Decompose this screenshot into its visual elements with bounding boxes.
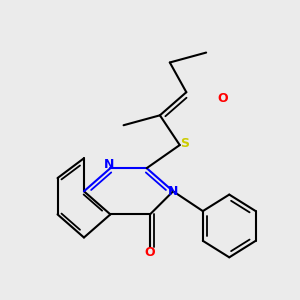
Text: O: O — [145, 246, 155, 259]
Text: N: N — [168, 185, 178, 198]
Text: S: S — [180, 137, 189, 150]
Text: N: N — [103, 158, 114, 171]
Text: O: O — [217, 92, 228, 105]
